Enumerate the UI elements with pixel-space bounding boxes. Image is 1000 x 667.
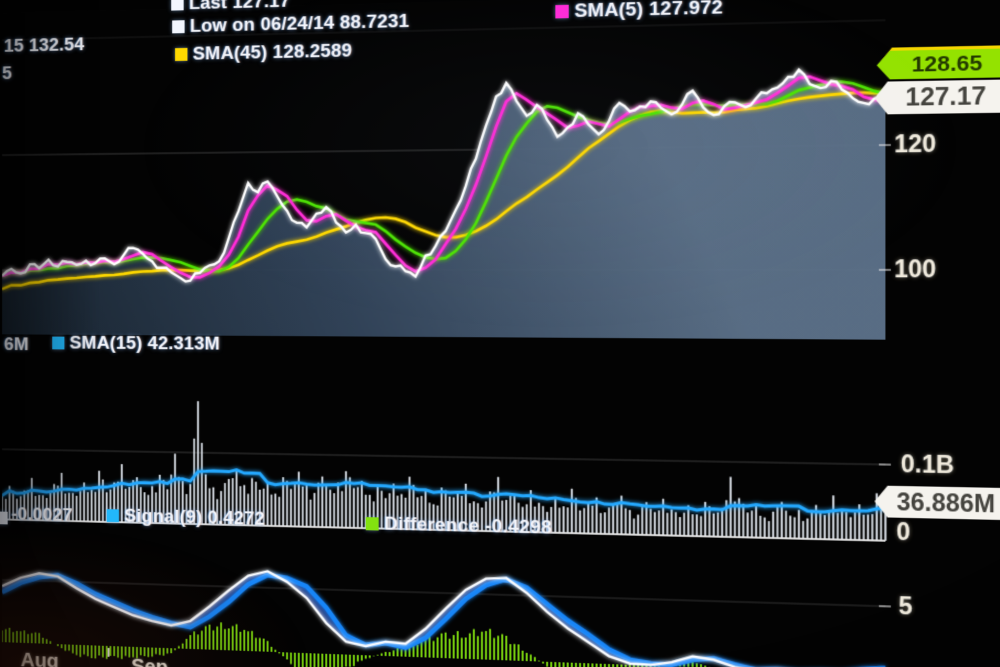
legend-sma15-label: SMA(15) 42.313M [70, 333, 220, 355]
legend-sma45-label: SMA(45) 128.2589 [193, 40, 352, 64]
legend-sma5[interactable]: SMA(5) 127.972 [555, 0, 723, 24]
sma45-swatch-icon [175, 48, 187, 61]
terminal-photo: Last 127.17 15 132.54 5 Low on 06/24/14 … [0, 0, 1000, 667]
macd-ytick-5: 5 [899, 592, 913, 621]
signal-swatch-icon [107, 510, 119, 523]
macd-value: -0.0027 [11, 504, 72, 527]
macd-swatch-icon [0, 511, 8, 524]
low-swatch-icon [172, 21, 184, 34]
price-panel[interactable] [2, 20, 885, 339]
terminal-screen: Last 127.17 15 132.54 5 Low on 06/24/14 … [2, 0, 1000, 667]
volume-legend-partial: 6M [4, 334, 29, 356]
sma-axis-tag: 128.65 [877, 48, 1000, 79]
volume-ytick-0: 0 [896, 518, 910, 547]
macd-panel[interactable] [2, 564, 885, 667]
volume-axis-tag: 36.886M [875, 485, 1000, 520]
legend-difference[interactable]: Difference -0.4298 [366, 513, 552, 540]
sma15-swatch-icon [52, 337, 64, 350]
sma5-swatch-icon [555, 5, 568, 19]
legend-volume-sma15[interactable]: SMA(15) 42.313M [52, 333, 220, 356]
volume-ytick-01b: 0.1B [901, 450, 954, 480]
xaxis-label-sep: Sep [131, 655, 168, 667]
difference-swatch-icon [366, 518, 379, 531]
price-ytick-100: 100 [894, 255, 936, 284]
legend-signal-label: Signal(9) 0.4272 [124, 506, 265, 530]
legend-low-label: Low on 06/24/14 88.7231 [190, 11, 409, 37]
legend-last-label: Last 127.17 [189, 0, 290, 14]
last-swatch-icon [171, 0, 183, 11]
legend-partial-glyph: 5 [2, 63, 12, 85]
price-ytick-120: 120 [894, 130, 936, 159]
legend-difference-label: Difference -0.4298 [384, 513, 552, 538]
last-price-tag: 127.17 [875, 79, 1000, 114]
xaxis-label-aug: Aug [21, 649, 59, 667]
legend-sma45[interactable]: SMA(45) 128.2589 [175, 40, 352, 66]
legend-signal[interactable]: Signal(9) 0.4272 [107, 505, 265, 531]
legend-high-partial: 15 132.54 [4, 34, 84, 57]
legend-sma5-label: SMA(5) 127.972 [574, 0, 723, 22]
